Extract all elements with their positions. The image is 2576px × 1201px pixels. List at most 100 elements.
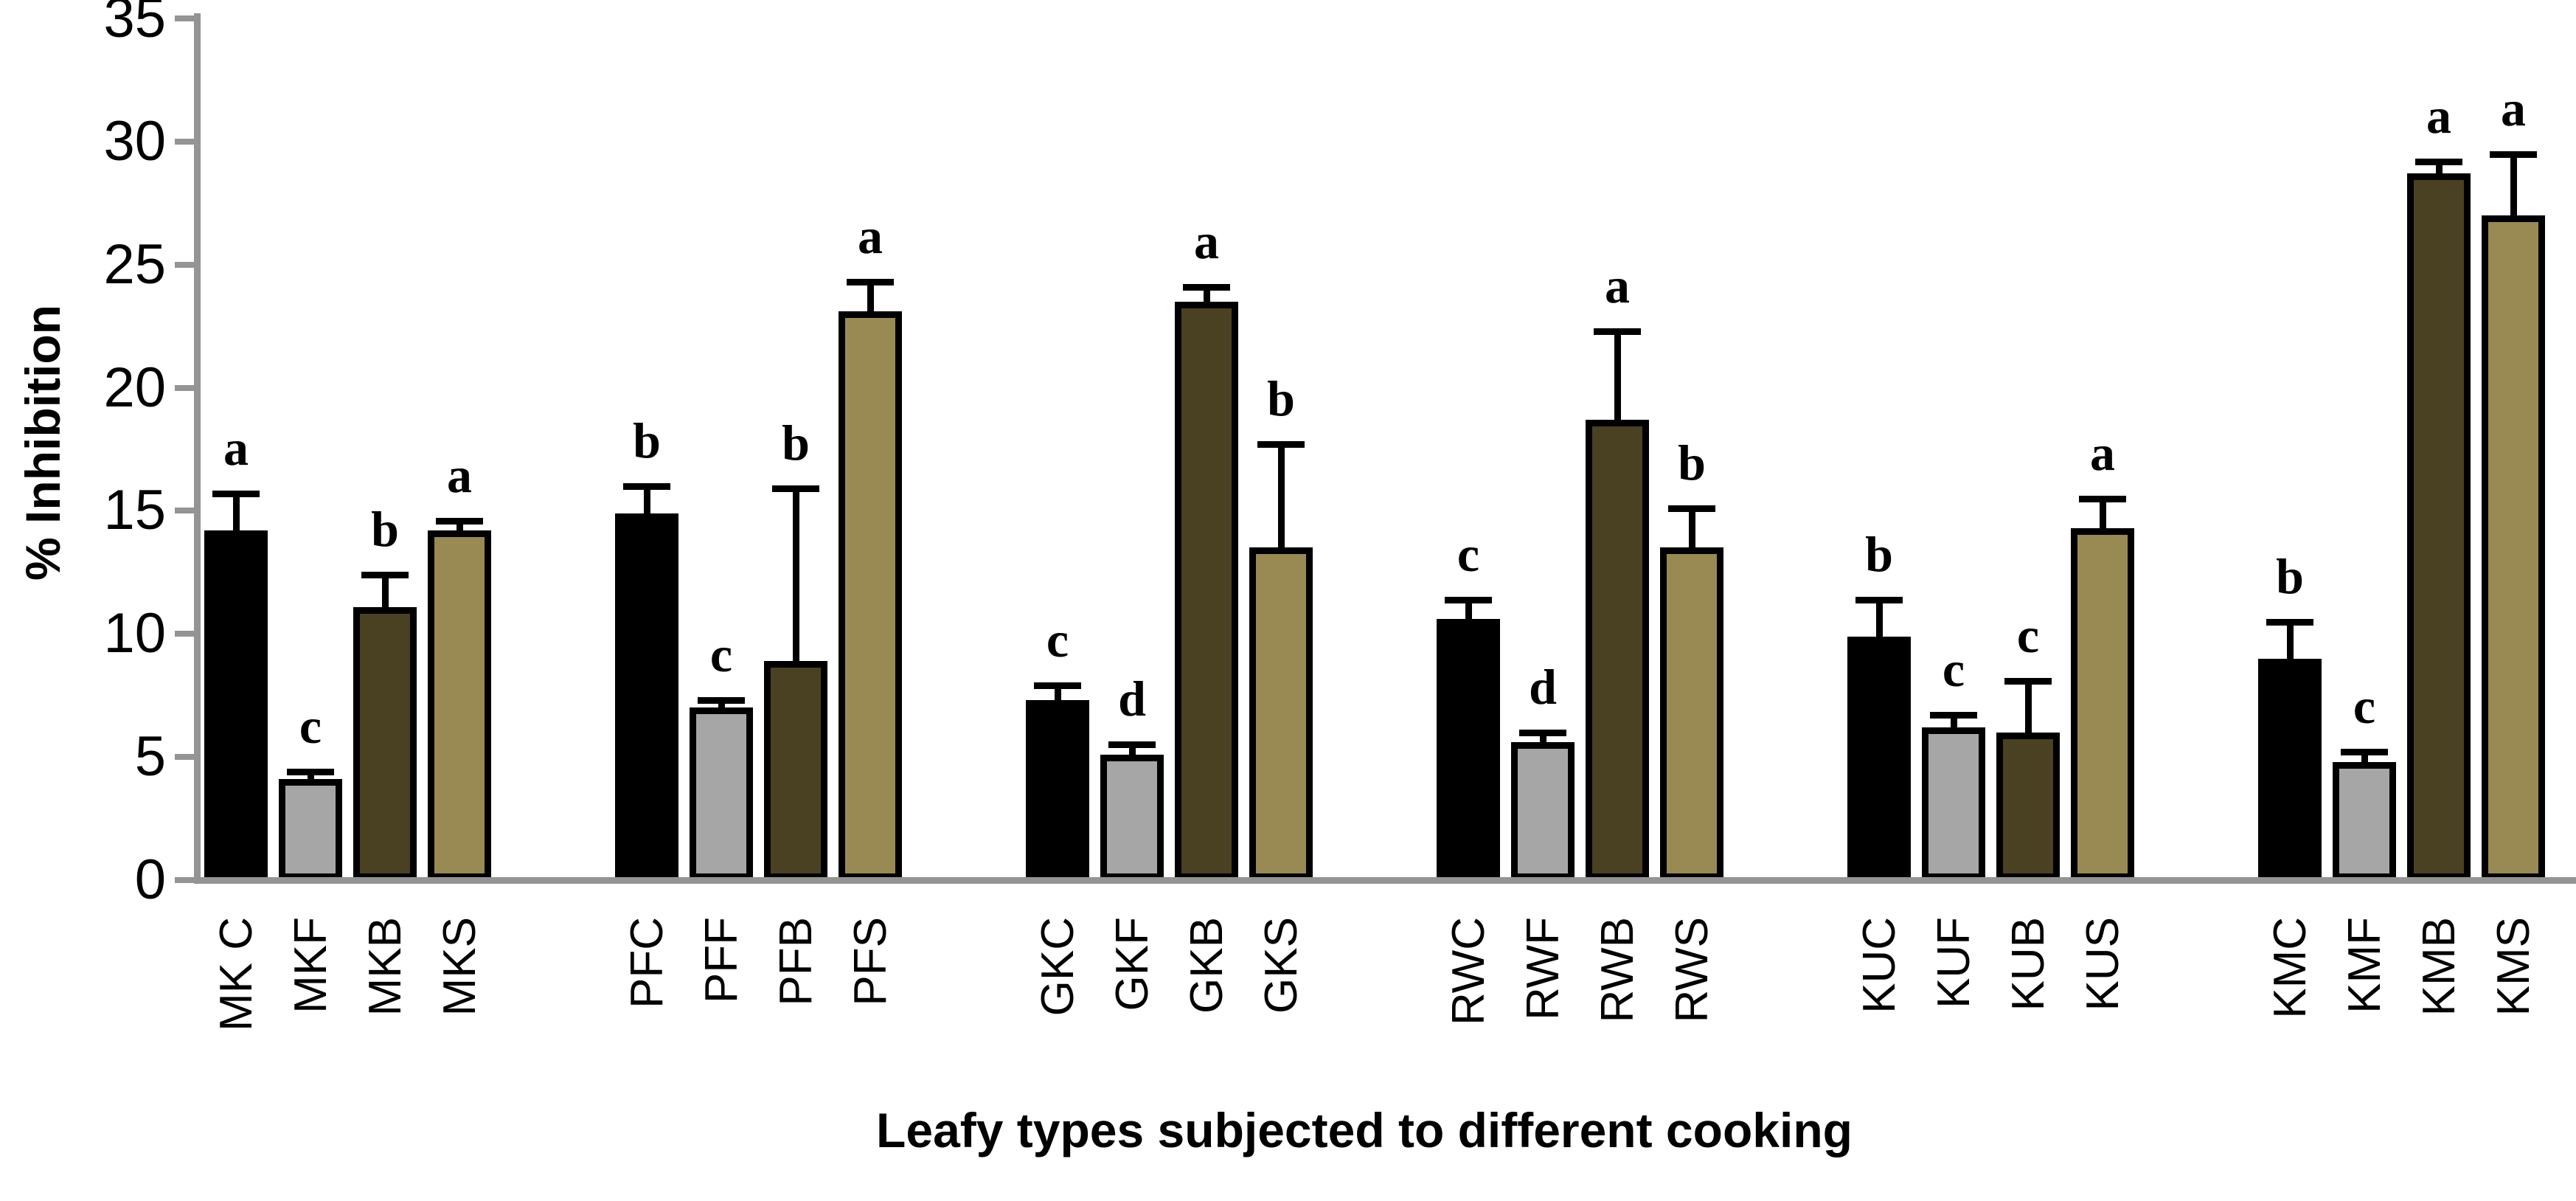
y-tick-mark bbox=[175, 384, 194, 391]
error-bar-line bbox=[1203, 286, 1210, 302]
error-bar-line bbox=[232, 494, 240, 531]
bar-MKF bbox=[279, 779, 342, 880]
significance-letter: a bbox=[2090, 424, 2115, 481]
significance-letter: a bbox=[2426, 87, 2451, 144]
y-tick-mark bbox=[175, 138, 194, 145]
error-bar-cap bbox=[1034, 682, 1081, 690]
error-bar-cap bbox=[2490, 150, 2537, 158]
bar-GKC bbox=[1026, 700, 1089, 880]
y-axis-line bbox=[194, 13, 201, 884]
bar-PFC bbox=[615, 513, 678, 880]
bar-RWC bbox=[1437, 619, 1500, 880]
significance-letter: b bbox=[633, 412, 661, 469]
y-tick-mark bbox=[175, 631, 194, 637]
x-category-label: MKS bbox=[434, 917, 485, 1017]
error-bar-cap bbox=[1108, 741, 1156, 749]
error-bar-cap bbox=[623, 483, 670, 491]
error-bar-cap bbox=[1594, 328, 1641, 335]
error-bar-line bbox=[2024, 680, 2032, 733]
error-bar-line bbox=[1054, 685, 1061, 701]
x-category-label: KMB bbox=[2414, 917, 2465, 1017]
error-bar-cap bbox=[1183, 283, 1230, 291]
bar-PFS bbox=[839, 311, 902, 880]
error-bar-line bbox=[2435, 161, 2443, 174]
bar-KMS bbox=[2482, 215, 2545, 880]
significance-letter: c bbox=[1457, 525, 1480, 582]
significance-letter: c bbox=[1046, 612, 1069, 668]
error-bar-line bbox=[867, 282, 874, 312]
significance-letter: a bbox=[2501, 80, 2526, 136]
error-bar-line bbox=[2099, 498, 2106, 528]
bar-KMF bbox=[2333, 761, 2396, 880]
bar-KMB bbox=[2407, 173, 2471, 880]
error-bar-line bbox=[1688, 508, 1695, 548]
significance-letter: b bbox=[371, 501, 399, 558]
significance-letter: b bbox=[2276, 547, 2304, 604]
x-category-label: MKF bbox=[285, 917, 336, 1014]
error-bar-line bbox=[643, 486, 650, 513]
y-tick-mark bbox=[175, 508, 194, 514]
y-tick-label: 20 bbox=[103, 356, 166, 419]
error-bar-cap bbox=[698, 697, 745, 705]
error-bar-cap bbox=[1257, 441, 1305, 449]
error-bar-line bbox=[1465, 599, 1472, 620]
x-category-label: KMF bbox=[2339, 917, 2390, 1014]
bar-MKC bbox=[204, 530, 268, 880]
bar-GKS bbox=[1249, 547, 1313, 880]
error-bar-cap bbox=[2415, 158, 2462, 165]
bar-RWB bbox=[1586, 419, 1649, 880]
y-tick-label: 35 bbox=[103, 0, 166, 49]
x-category-label: KMC bbox=[2265, 917, 2316, 1019]
significance-letter: a bbox=[1605, 257, 1630, 314]
error-bar-cap bbox=[1930, 712, 1977, 719]
y-tick-mark bbox=[175, 261, 194, 268]
bar-MKB bbox=[353, 606, 417, 880]
error-bar-line bbox=[1128, 744, 1136, 755]
error-bar-cap bbox=[2266, 618, 2313, 626]
error-bar-cap bbox=[212, 491, 260, 498]
significance-letter: c bbox=[709, 626, 733, 683]
error-bar-line bbox=[2286, 621, 2294, 659]
y-tick-label: 30 bbox=[103, 109, 166, 173]
significance-letter: a bbox=[447, 446, 472, 503]
y-tick-label: 10 bbox=[103, 602, 166, 665]
bar-GKB bbox=[1175, 301, 1238, 880]
significance-letter: b bbox=[1678, 435, 1706, 491]
error-bar-line bbox=[456, 520, 463, 531]
bar-RWF bbox=[1511, 742, 1575, 880]
error-bar-cap bbox=[1445, 596, 1492, 603]
significance-letter: a bbox=[1194, 212, 1219, 269]
significance-letter: c bbox=[2016, 606, 2040, 663]
error-bar-cap bbox=[361, 572, 409, 579]
y-tick-label: 0 bbox=[134, 848, 166, 911]
error-bar-line bbox=[1539, 732, 1546, 743]
y-tick-label: 25 bbox=[103, 232, 166, 296]
error-bar-line bbox=[2361, 752, 2368, 762]
bar-GKF bbox=[1100, 754, 1164, 880]
x-axis-line bbox=[194, 877, 2576, 884]
x-category-label: KMS bbox=[2488, 917, 2539, 1017]
error-bar-line bbox=[1277, 444, 1285, 548]
significance-letter: a bbox=[223, 420, 249, 477]
error-bar-line bbox=[1950, 715, 1957, 728]
error-bar-line bbox=[792, 488, 799, 661]
bar-KMC bbox=[2258, 658, 2322, 880]
error-bar-cap bbox=[1855, 596, 1903, 603]
error-bar-cap bbox=[847, 279, 894, 286]
error-bar-cap bbox=[287, 769, 334, 776]
error-bar-line bbox=[381, 575, 389, 607]
significance-letter: d bbox=[1118, 671, 1146, 727]
error-bar-cap bbox=[1668, 505, 1715, 513]
bar-PFB bbox=[764, 660, 827, 880]
significance-letter: b bbox=[1267, 370, 1295, 427]
bar-KUC bbox=[1847, 636, 1911, 880]
significance-letter: c bbox=[299, 698, 322, 755]
bar-PFF bbox=[690, 707, 753, 880]
bar-MKS bbox=[428, 530, 491, 880]
y-tick-mark bbox=[175, 877, 194, 883]
error-bar-line bbox=[1614, 330, 1621, 420]
significance-letter: a bbox=[858, 208, 883, 265]
bar-RWS bbox=[1660, 547, 1723, 880]
significance-letter: d bbox=[1529, 658, 1557, 715]
y-tick-mark bbox=[175, 15, 194, 21]
